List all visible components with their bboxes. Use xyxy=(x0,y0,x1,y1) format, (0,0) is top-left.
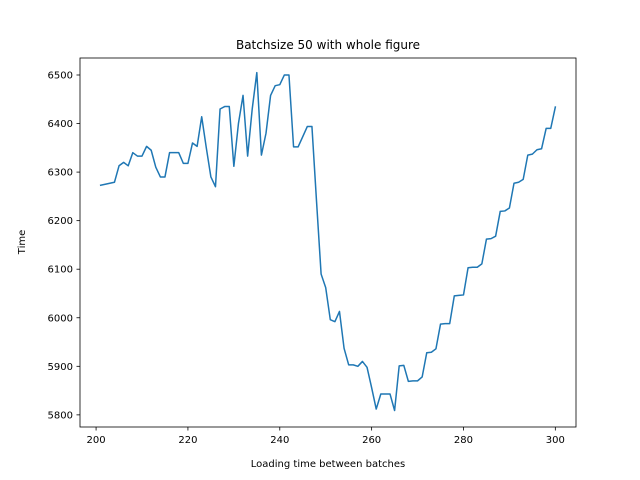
x-tick-label: 300 xyxy=(546,435,565,446)
x-tick-label: 240 xyxy=(270,435,289,446)
y-tick-label: 5800 xyxy=(48,410,73,421)
y-tick-label: 6200 xyxy=(48,216,73,227)
y-tick-label: 6500 xyxy=(48,70,73,81)
y-tick-label: 6400 xyxy=(48,119,73,130)
y-tick-label: 5900 xyxy=(48,362,73,373)
y-tick-label: 6300 xyxy=(48,168,73,179)
x-tick-label: 280 xyxy=(454,435,473,446)
x-tick-label: 260 xyxy=(362,435,381,446)
y-tick-label: 6000 xyxy=(48,313,73,324)
series-layer xyxy=(99,71,557,412)
x-tick-label: 200 xyxy=(87,435,106,446)
plot-frame xyxy=(79,57,577,428)
x-axis-label: Loading time between batches xyxy=(251,459,405,470)
chart-title: Batchsize 50 with whole figure xyxy=(236,38,420,52)
x-tick-label: 220 xyxy=(178,435,197,446)
axes-layer: 200 220 240 260 280 300 5800 5900 6000 6100 6200 63… xyxy=(48,57,577,446)
y-axis-label: Time xyxy=(17,230,28,255)
y-tick-label: 6100 xyxy=(48,265,73,276)
series-line-0 xyxy=(99,71,557,412)
